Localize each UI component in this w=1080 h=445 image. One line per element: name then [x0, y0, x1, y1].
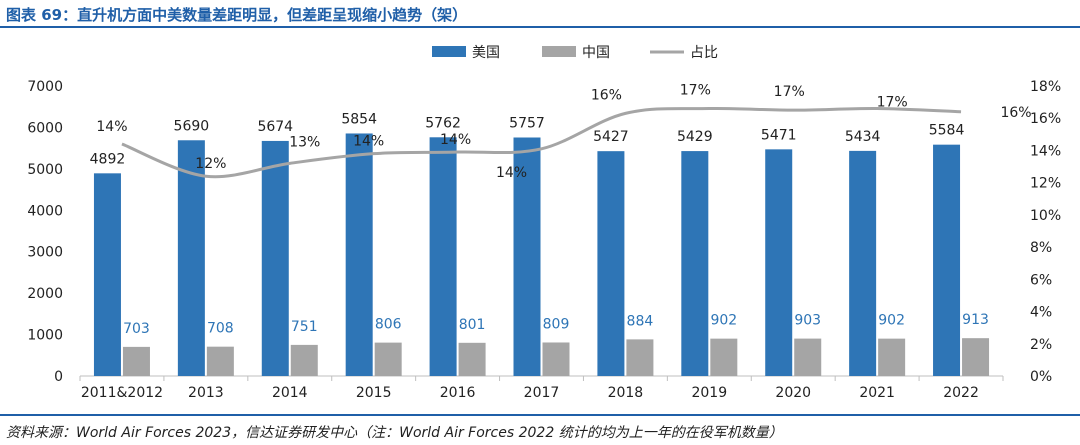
data-label-usa: 5854 [341, 111, 377, 127]
y2-tick-label: 8% [1030, 240, 1052, 256]
x-tick-label: 2021 [859, 385, 895, 401]
bar-usa [933, 144, 961, 376]
data-label-china: 801 [459, 317, 486, 333]
x-tick-label: 2017 [524, 385, 560, 401]
x-tick-label: 2018 [608, 385, 644, 401]
data-label-china: 708 [207, 321, 234, 337]
data-label-usa: 5427 [593, 129, 629, 145]
data-label-china: 809 [543, 316, 570, 332]
bar-china [458, 342, 486, 376]
data-label-share: 14% [440, 132, 471, 148]
x-tick-label: 2013 [188, 385, 224, 401]
data-label-usa: 5762 [425, 115, 461, 131]
x-tick-label: 2014 [272, 385, 308, 401]
data-label-usa: 5690 [174, 118, 210, 134]
bar-usa [597, 151, 625, 376]
data-label-usa: 5429 [677, 129, 713, 145]
legend-label-usa: 美国 [472, 45, 500, 61]
data-label-china: 884 [627, 313, 654, 329]
data-label-share: 17% [680, 83, 711, 99]
bar-china [122, 346, 150, 376]
bar-usa [345, 133, 373, 376]
data-label-share: 17% [774, 84, 805, 100]
bar-usa [681, 151, 709, 376]
y-tick-label: 3000 [27, 245, 63, 261]
x-tick-label: 2016 [440, 385, 476, 401]
data-label-china: 902 [878, 313, 905, 329]
bar-usa [765, 149, 793, 376]
data-label-share: 14% [96, 119, 127, 135]
bar-usa [177, 140, 205, 376]
bar-china [878, 338, 906, 376]
data-label-share: 17% [877, 95, 908, 111]
bar-china [710, 338, 738, 376]
legend-label-china: 中国 [582, 45, 610, 61]
data-label-china: 751 [291, 319, 318, 335]
data-label-usa: 5674 [257, 119, 293, 135]
data-label-share: 12% [195, 156, 226, 172]
y2-tick-label: 4% [1030, 305, 1052, 321]
data-label-china: 703 [123, 321, 150, 337]
data-label-share: 13% [289, 134, 320, 150]
y2-tick-label: 14% [1030, 143, 1061, 159]
data-label-share: 16% [591, 87, 622, 103]
data-label-china: 903 [794, 313, 821, 329]
data-label-share: 14% [353, 134, 384, 150]
source-note: 资料来源：World Air Forces 2023，信达证券研发中心（注：Wo… [6, 425, 783, 441]
legend-label-share: 占比 [690, 45, 718, 61]
y2-tick-label: 0% [1030, 369, 1052, 385]
line-share [121, 106, 962, 179]
data-label-usa: 5434 [845, 129, 881, 145]
data-label-china: 806 [375, 317, 402, 333]
y2-tick-label: 6% [1030, 272, 1052, 288]
y2-tick-label: 12% [1030, 176, 1061, 192]
y-tick-label: 5000 [27, 162, 63, 178]
bar-china [794, 338, 822, 376]
data-label-usa: 5471 [761, 127, 797, 143]
bar-usa [429, 137, 457, 376]
bar-china [374, 342, 402, 376]
data-label-usa: 5757 [509, 115, 545, 131]
y-tick-label: 6000 [27, 120, 63, 136]
x-tick-label: 2011&2012 [81, 385, 163, 401]
y-tick-label: 2000 [27, 286, 63, 302]
data-label-usa: 4892 [90, 151, 126, 167]
bar-china [206, 346, 234, 376]
x-tick-label: 2019 [691, 385, 727, 401]
chart-title: 图表 69：直升机方面中美数量差距明显，但差距呈现缩小趋势（架） [6, 6, 468, 24]
bar-usa [93, 173, 121, 376]
y-tick-label: 1000 [27, 328, 63, 344]
x-tick-label: 2020 [775, 385, 811, 401]
data-label-usa: 5584 [929, 123, 965, 139]
y-tick-label: 4000 [27, 203, 63, 219]
legend-swatch-china [542, 46, 576, 57]
y-tick-label: 0 [54, 369, 63, 385]
y-tick-label: 7000 [27, 79, 63, 95]
title-bar: 图表 69：直升机方面中美数量差距明显，但差距呈现缩小趋势（架） [0, 0, 1080, 28]
bar-china [962, 338, 990, 376]
bar-china [626, 339, 654, 376]
bar-usa [261, 140, 289, 376]
bar-china [542, 342, 570, 376]
y2-tick-label: 18% [1030, 79, 1061, 95]
data-label-share: 14% [496, 165, 527, 181]
legend-swatch-usa [432, 46, 466, 57]
bar-china [290, 344, 318, 376]
x-tick-label: 2022 [943, 385, 979, 401]
source-bar: 资料来源：World Air Forces 2023，信达证券研发中心（注：Wo… [0, 414, 1080, 445]
data-label-share: 16% [1000, 105, 1031, 121]
data-label-china: 913 [962, 312, 989, 328]
y2-tick-label: 10% [1030, 208, 1061, 224]
bar-usa [849, 150, 877, 376]
bar-usa [513, 137, 541, 376]
data-label-china: 902 [710, 313, 737, 329]
y2-tick-label: 16% [1030, 111, 1061, 127]
y2-tick-label: 2% [1030, 337, 1052, 353]
x-tick-label: 2015 [356, 385, 392, 401]
